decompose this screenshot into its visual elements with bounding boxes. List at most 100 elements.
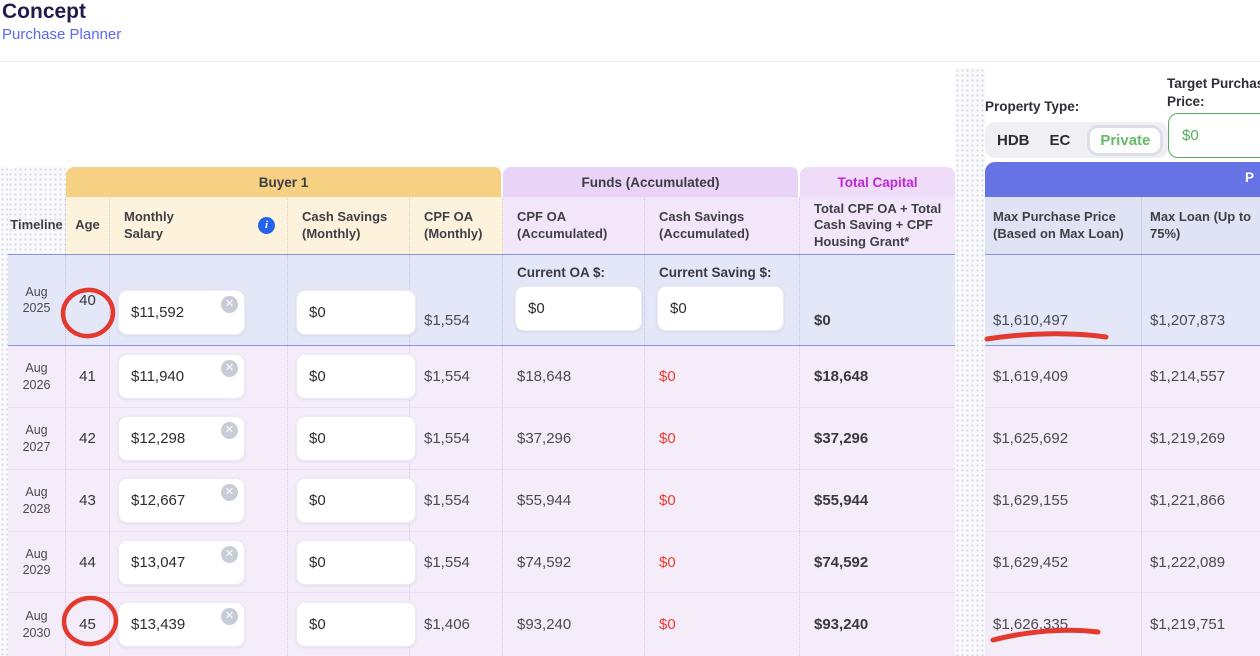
property-option-ec[interactable]: EC: [1049, 131, 1071, 149]
col-header-cpf-oa-accumulated: CPF OA (Accumulated): [503, 197, 645, 254]
table-row: $1,619,409 $1,214,557: [985, 346, 1260, 408]
max-loan-cell: $1,207,873: [1150, 312, 1226, 329]
cpf-monthly-cell: $1,554: [410, 346, 503, 407]
max-loan-cell: $1,219,269: [1150, 430, 1226, 447]
cpf-accumulated-cell: Current OA $:: [503, 255, 645, 345]
cpf-monthly-cell: $1,554: [410, 470, 503, 531]
group-header-total-capital: Total Capital: [800, 167, 955, 197]
clear-icon[interactable]: ✕: [221, 484, 238, 501]
cash-monthly-cell: [288, 346, 416, 407]
salary-cell: ✕: [110, 470, 288, 531]
left-texture-strip: [0, 167, 8, 656]
target-price-input[interactable]: [1168, 113, 1260, 158]
total-capital-cell: $0: [814, 312, 831, 329]
cash-savings-input[interactable]: [296, 539, 416, 585]
col-header-timeline: Timeline: [8, 197, 66, 254]
loan-panel-column-headers: Max Purchase Price (Based on Max Loan) M…: [985, 197, 1260, 254]
property-type-segmented-control: HDB EC Private: [985, 122, 1169, 158]
max-price-cell: $1,629,155: [985, 470, 1142, 531]
panel-gap-strip: [955, 68, 985, 656]
cpf-monthly-cell: $1,406: [410, 593, 503, 656]
timeline-month: Aug: [25, 423, 48, 438]
table-row: $1,629,452 $1,222,089: [985, 532, 1260, 593]
max-price-cell: $1,626,335: [985, 593, 1142, 656]
cpf-accumulated-cell: $74,592: [503, 532, 645, 592]
salary-cell: ✕: [110, 593, 288, 656]
salary-input[interactable]: [118, 416, 245, 461]
max-price-cell: $1,619,409: [985, 346, 1142, 407]
timeline-cell: Aug 2029: [8, 532, 66, 592]
salary-cell: ✕: [110, 408, 288, 469]
cash-savings-input[interactable]: [296, 416, 416, 461]
cash-monthly-cell: [288, 408, 416, 469]
cash-monthly-cell: [288, 255, 416, 345]
planner-table: Buyer 1 Funds (Accumulated) Total Capita…: [8, 167, 955, 656]
col-header-cpf-oa-monthly: CPF OA (Monthly): [410, 197, 503, 254]
col-header-age: Age: [66, 197, 110, 254]
column-header-row: Timeline Age Monthly Salary i Cash Savin…: [8, 197, 955, 254]
property-option-private[interactable]: Private: [1090, 127, 1161, 153]
cash-savings-input[interactable]: [296, 478, 416, 523]
cash-monthly-cell: [288, 470, 416, 531]
table-row: $1,610,497 $1,207,873: [985, 254, 1260, 346]
table-row: Aug 2026 41 ✕ $1,554 $18,648 $0 $18,648: [8, 346, 955, 408]
cash-savings-input[interactable]: [296, 290, 416, 335]
timeline-year: 2028: [22, 501, 51, 516]
col-header-max-loan: Max Loan (Up to 75%): [1142, 197, 1260, 254]
cash-savings-input[interactable]: [296, 354, 416, 399]
group-header-row: Buyer 1 Funds (Accumulated) Total Capita…: [8, 167, 955, 197]
col-header-max-purchase-price: Max Purchase Price (Based on Max Loan): [985, 197, 1142, 254]
age-cell: 44: [66, 532, 110, 592]
total-capital-cell: $18,648: [814, 368, 869, 385]
age-cell: 41: [66, 346, 110, 407]
property-type-label: Property Type:: [985, 99, 1080, 114]
max-price-cell: $1,610,497: [985, 255, 1142, 345]
clear-icon[interactable]: ✕: [221, 360, 238, 377]
group-header-right: P: [985, 162, 1260, 197]
page-subtitle: Purchase Planner: [2, 26, 122, 44]
group-header-buyer: Buyer 1: [66, 167, 503, 197]
salary-input[interactable]: [118, 539, 245, 585]
cpf-accumulated-cell: $37,296: [503, 408, 645, 469]
cash-accumulated-cell: Current Saving $:: [645, 255, 800, 345]
timeline-year: 2027: [22, 439, 51, 454]
cash-accumulated-cell: $0: [645, 346, 800, 407]
table-row: $1,626,335 $1,219,751: [985, 593, 1260, 656]
info-icon[interactable]: i: [258, 217, 275, 234]
clear-icon[interactable]: ✕: [221, 545, 238, 563]
group-header-funds: Funds (Accumulated): [503, 167, 800, 197]
salary-cell: ✕: [110, 532, 288, 592]
cpf-monthly-cell: $1,554: [410, 408, 503, 469]
age-cell: 40: [66, 255, 110, 345]
table-row: $1,625,692 $1,219,269: [985, 408, 1260, 470]
col-header-cash-savings-accumulated: Cash Savings (Accumulated): [645, 197, 800, 254]
total-capital-cell: $93,240: [814, 616, 869, 633]
timeline-month: Aug: [25, 284, 48, 299]
clear-icon[interactable]: ✕: [221, 422, 238, 439]
cash-savings-input[interactable]: [296, 602, 416, 647]
table-row: Aug 2027 42 ✕ $1,554 $37,296 $0 $37,296: [8, 408, 955, 470]
salary-cell: ✕: [110, 346, 288, 407]
max-loan-cell: $1,222,089: [1150, 553, 1226, 571]
monthly-salary-label: Monthly Salary: [124, 209, 174, 241]
clear-icon[interactable]: ✕: [221, 608, 238, 625]
timeline-cell: Aug 2030: [8, 593, 66, 656]
current-oa-input[interactable]: [515, 286, 642, 331]
total-capital-cell: $74,592: [814, 553, 869, 571]
timeline-month: Aug: [25, 546, 48, 561]
max-loan-cell: $1,219,751: [1150, 616, 1226, 633]
timeline-year: 2030: [22, 625, 51, 640]
col-header-monthly-salary: Monthly Salary i: [110, 197, 288, 254]
timeline-month: Aug: [25, 361, 48, 376]
cash-accumulated-cell: $0: [645, 532, 800, 592]
age-cell: 43: [66, 470, 110, 531]
salary-cell: ✕: [110, 255, 288, 345]
age-cell: 45: [66, 593, 110, 656]
group-header-right-text: P: [1244, 170, 1254, 185]
timeline-cell: Aug 2025: [8, 255, 66, 345]
current-saving-input[interactable]: [657, 286, 784, 331]
clear-icon[interactable]: ✕: [221, 296, 238, 313]
timeline-cell: Aug 2026: [8, 346, 66, 407]
target-price-label: Target Purchase Price:: [1167, 76, 1260, 109]
property-option-hdb[interactable]: HDB: [997, 131, 1030, 149]
